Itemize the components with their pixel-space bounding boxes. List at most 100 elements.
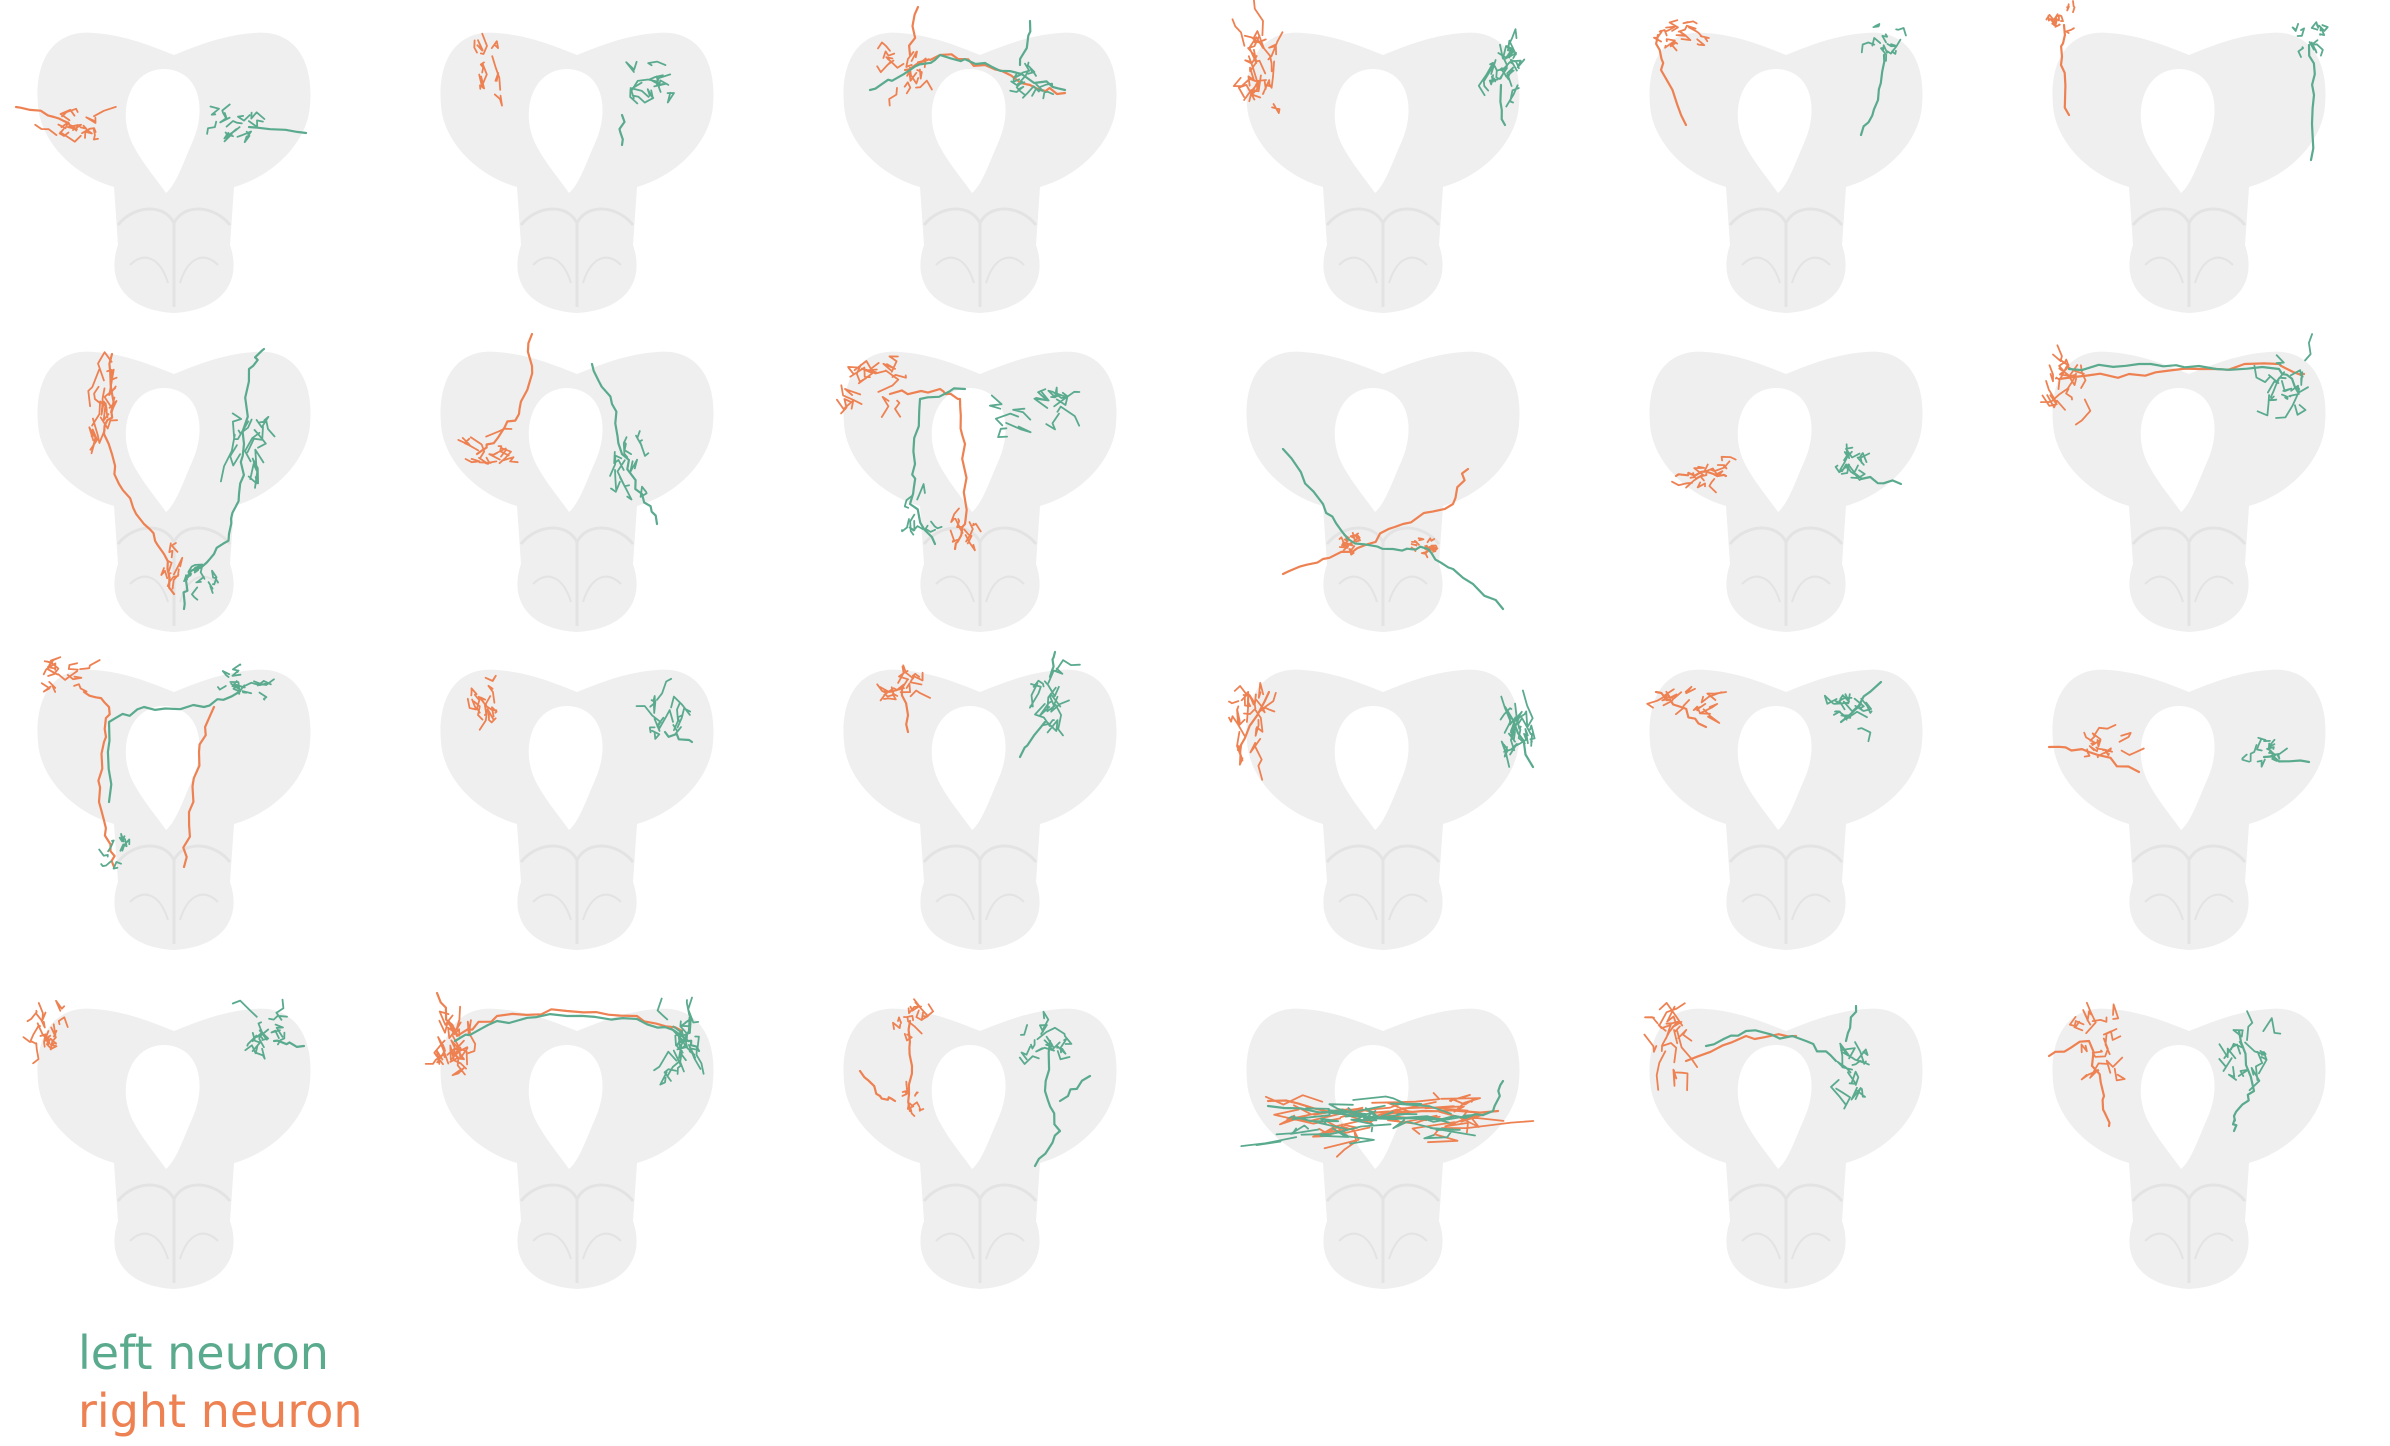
- right-neuron-trace: [907, 1019, 914, 1113]
- panel-2: [440, 32, 714, 313]
- right-neuron-trace: [40, 656, 101, 693]
- left-neuron-trace: [1058, 1074, 1092, 1103]
- right-neuron-trace: [22, 999, 69, 1065]
- panel-16: [1228, 669, 1536, 950]
- left-neuron-trace: [183, 563, 219, 601]
- left-neuron-trace: [625, 60, 675, 105]
- right-neuron-trace: [1653, 19, 1710, 52]
- left-neuron-trace: [1503, 705, 1535, 769]
- panel-22: [1240, 1008, 1535, 1289]
- right-neuron-trace: [473, 32, 503, 107]
- right-neuron-trace: [182, 705, 216, 869]
- left-neuron-trace: [1477, 28, 1526, 108]
- right-neuron-trace: [1228, 682, 1277, 781]
- right-neuron-trace: [2057, 362, 2306, 381]
- panel-6: [2045, 0, 2329, 313]
- right-neuron-trace: [908, 5, 920, 57]
- left-neuron-trace: [1830, 1041, 1870, 1110]
- panel-14: [440, 669, 714, 950]
- left-neuron-trace: [590, 362, 659, 526]
- panel-5: [1649, 19, 1923, 313]
- left-neuron-trace: [1281, 447, 1505, 611]
- right-neuron-trace: [2083, 724, 2145, 759]
- left-neuron-trace: [635, 677, 692, 740]
- left-neuron-trace: [1859, 475, 1903, 486]
- left-neuron-trace: [1266, 1079, 1505, 1121]
- left-neuron-trace: [1009, 61, 1055, 100]
- left-neuron-trace: [609, 430, 650, 501]
- right-neuron-trace: [2059, 23, 2071, 117]
- left-neuron-trace: [908, 387, 967, 546]
- right-neuron-trace: [2045, 0, 2076, 34]
- right-neuron-trace: [435, 991, 684, 1038]
- right-neuron-trace: [876, 41, 933, 107]
- right-neuron-trace: [836, 355, 907, 418]
- left-neuron-trace: [1018, 720, 1047, 759]
- right-neuron-trace: [34, 106, 117, 143]
- panel-21: [843, 998, 1117, 1289]
- right-neuron-trace: [2047, 1039, 2111, 1128]
- left-neuron-trace: [2067, 362, 2301, 391]
- right-neuron-trace: [1236, 690, 1271, 752]
- right-neuron-trace: [14, 105, 76, 129]
- left-neuron-trace: [1018, 19, 1032, 67]
- right-neuron-trace: [457, 427, 519, 465]
- panel-13: [37, 656, 311, 950]
- left-neuron-trace: [182, 347, 266, 611]
- right-neuron-trace: [82, 690, 116, 869]
- panel-17: [1646, 669, 1923, 950]
- left-neuron-trace: [247, 125, 308, 135]
- right-neuron-trace: [900, 685, 910, 734]
- legend-left-neuron: left neuron: [78, 1326, 329, 1380]
- left-neuron-trace: [1033, 1039, 1062, 1168]
- panel-20: [424, 991, 714, 1289]
- left-neuron-trace: [663, 730, 694, 744]
- right-neuron-trace: [1281, 467, 1470, 576]
- left-neuron-trace: [901, 483, 943, 536]
- left-neuron-trace: [98, 833, 131, 870]
- right-neuron-trace: [1671, 455, 1737, 494]
- right-neuron-trace: [888, 387, 968, 551]
- panel-9: [836, 351, 1117, 632]
- left-neuron-trace: [1844, 1004, 1858, 1043]
- right-neuron-trace: [2069, 1001, 2126, 1082]
- panel-11: [1649, 351, 1923, 632]
- left-neuron-trace: [618, 113, 626, 147]
- right-neuron-trace: [160, 542, 184, 590]
- left-neuron-trace: [272, 1039, 306, 1048]
- right-neuron-trace: [901, 1080, 925, 1117]
- right-neuron-trace: [1654, 690, 1708, 729]
- left-neuron-trace: [1839, 680, 1883, 724]
- left-neuron-trace: [2307, 43, 2316, 162]
- panel-23: [1643, 1002, 1923, 1289]
- right-neuron-trace: [1231, 0, 1284, 114]
- panel-15: [843, 650, 1117, 950]
- right-neuron-trace: [2047, 745, 2141, 774]
- left-neuron-trace: [220, 412, 276, 489]
- panel-19: [22, 998, 311, 1289]
- left-neuron-trace: [1048, 650, 1057, 679]
- left-neuron-trace: [2253, 333, 2313, 419]
- left-neuron-trace: [989, 386, 1081, 438]
- right-neuron-trace: [1684, 1033, 1798, 1063]
- panel-12: [2040, 333, 2326, 632]
- legend-right-neuron: right neuron: [78, 1384, 363, 1438]
- left-neuron-trace: [206, 103, 266, 144]
- left-neuron-trace: [2262, 755, 2311, 764]
- left-neuron-trace: [231, 998, 288, 1060]
- left-neuron-trace: [1834, 443, 1871, 481]
- panel-1: [14, 32, 311, 313]
- panel-8: [440, 332, 714, 632]
- right-neuron-trace: [87, 351, 118, 455]
- panel-10: [1246, 351, 1520, 632]
- right-neuron-trace: [1674, 470, 1728, 478]
- left-neuron-trace: [868, 53, 1067, 92]
- right-neuron-trace: [475, 332, 534, 456]
- left-neuron-trace: [1029, 659, 1081, 737]
- right-neuron-trace: [1655, 33, 1688, 127]
- left-neuron-trace: [106, 690, 241, 804]
- right-neuron-trace: [1266, 1099, 1500, 1114]
- left-neuron-trace: [2291, 21, 2329, 58]
- left-neuron-trace: [1860, 23, 1907, 62]
- right-neuron-trace: [1643, 1002, 1699, 1092]
